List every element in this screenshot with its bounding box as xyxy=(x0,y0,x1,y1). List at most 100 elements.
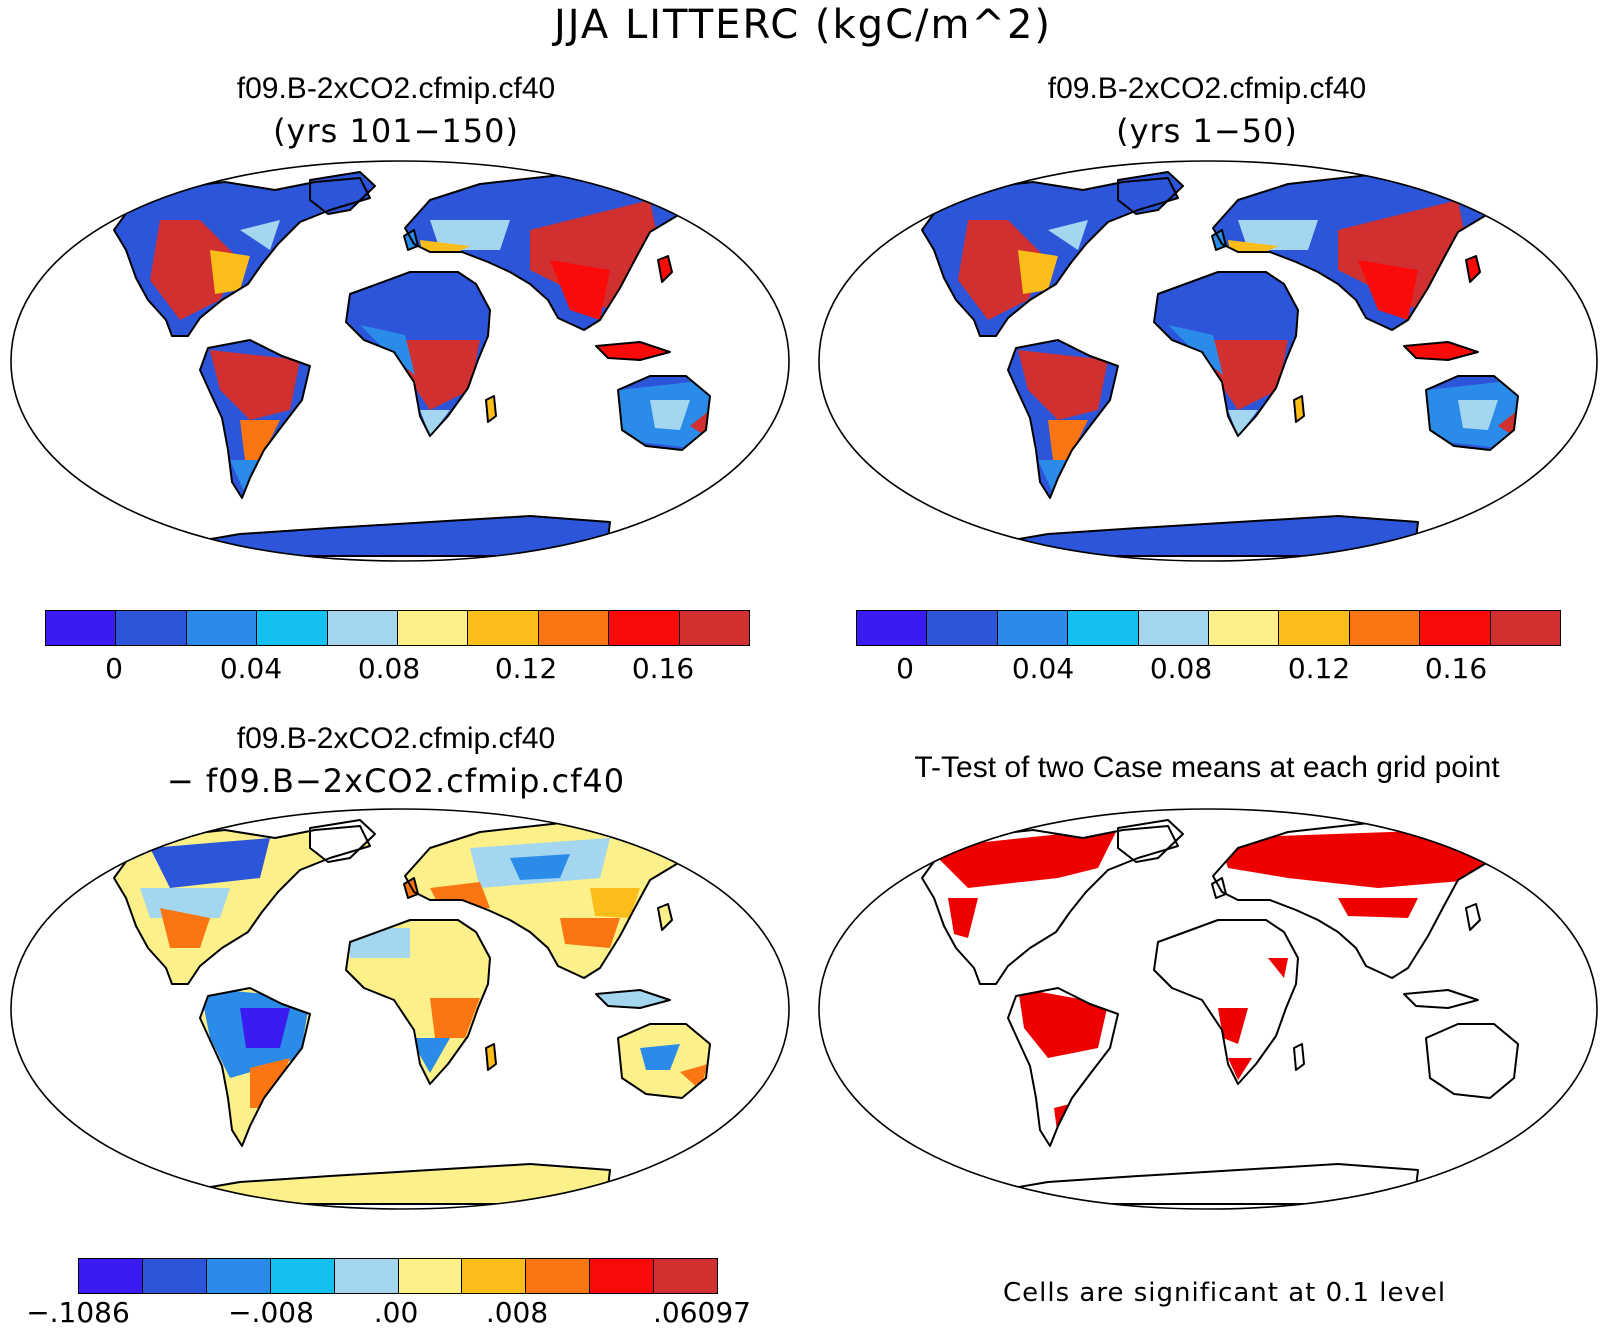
field-patch xyxy=(560,918,620,948)
field-patch xyxy=(550,260,610,320)
coastline-greenland xyxy=(309,819,376,863)
colorbar-tick-label: 0.04 xyxy=(1011,652,1075,685)
colorbar-tick-label: 0.12 xyxy=(494,652,558,685)
coastline-south-america xyxy=(199,339,311,499)
coastline-madagascar xyxy=(1293,395,1305,423)
colorbar-swatch xyxy=(79,1259,143,1293)
coastline-greenland xyxy=(1117,171,1184,215)
field-patch xyxy=(400,340,480,410)
field-patch xyxy=(240,220,280,250)
colorbar-top-left xyxy=(45,610,750,646)
panel-title-top-left: f09.B-2xCO2.cfmip.cf40 xyxy=(236,72,556,105)
coastline-africa xyxy=(1153,919,1299,1085)
colorbar-swatch xyxy=(997,611,1069,645)
field-patch xyxy=(1208,340,1288,410)
colorbar-tick-label: 0.12 xyxy=(1287,652,1351,685)
colorbar-swatch xyxy=(398,611,469,645)
colorbar-tick-label: .00 xyxy=(373,1296,419,1329)
map-top-right xyxy=(818,160,1598,562)
panel-subtitle-top-right: (yrs 1−50) xyxy=(1116,112,1298,150)
field-patch xyxy=(240,420,280,460)
coastline-south-america xyxy=(199,987,311,1147)
colorbar-swatch xyxy=(654,1259,718,1293)
colorbar-tick-label: 0.08 xyxy=(1149,652,1213,685)
field-patch xyxy=(1338,898,1418,918)
field-patch xyxy=(1018,350,1108,420)
coastline-madagascar xyxy=(485,1043,497,1071)
colorbar-swatch xyxy=(116,611,187,645)
colorbar-swatch xyxy=(1209,611,1280,645)
colorbar-swatch xyxy=(327,611,399,645)
panel-title-top-right: f09.B-2xCO2.cfmip.cf40 xyxy=(1047,72,1367,105)
field-patch xyxy=(690,410,710,436)
coastline-uk xyxy=(1211,229,1227,251)
colorbar-tick-label: −.1086 xyxy=(26,1296,130,1329)
field-patch xyxy=(410,1038,450,1073)
colorbar-tick-label: 0.16 xyxy=(1424,652,1488,685)
field-patch xyxy=(1048,420,1088,460)
colorbar-tick-label: .008 xyxy=(485,1296,549,1329)
land-africa xyxy=(1154,920,1298,1084)
colorbar-swatch xyxy=(398,1259,463,1293)
colorbar-swatch xyxy=(609,611,680,645)
colorbar-ticks-bottom-left: −.1086 −.008 .00 .008 .06097 xyxy=(0,1296,800,1330)
coastline-australia xyxy=(1425,375,1519,451)
coastline-japan xyxy=(657,255,673,283)
land-antarctica xyxy=(968,1164,1418,1204)
colorbar-ticks-top-left: 0 0.04 0.08 0.12 0.16 xyxy=(0,652,800,692)
colorbar-swatch xyxy=(1420,611,1491,645)
land-australia xyxy=(1426,1024,1518,1098)
field-patch xyxy=(230,1108,260,1146)
field-patch xyxy=(150,220,240,320)
field-patch xyxy=(1154,272,1298,330)
coastline-africa xyxy=(1153,271,1299,437)
colorbar-swatch xyxy=(257,611,328,645)
coastline-south-america xyxy=(1007,339,1119,499)
colorbar-bottom-left xyxy=(78,1258,718,1294)
colorbar-tick-label: −.008 xyxy=(228,1296,314,1329)
coastline-madagascar xyxy=(485,395,497,423)
field-patch xyxy=(958,220,1048,320)
coastline-indonesia xyxy=(1403,341,1479,361)
field-patch xyxy=(210,350,300,420)
land-greenland xyxy=(1118,820,1183,862)
panel-subtitle-top-left: (yrs 101−150) xyxy=(273,112,519,150)
coastline-indonesia xyxy=(595,341,671,361)
colorbar-tick-label: 0.04 xyxy=(219,652,283,685)
field-patch xyxy=(160,908,210,948)
colorbar-swatch xyxy=(462,1259,527,1293)
coastline-uk xyxy=(403,877,419,899)
field-patch xyxy=(1358,260,1418,320)
colorbar-tick-label: 0 xyxy=(105,652,123,685)
colorbar-swatch xyxy=(679,611,750,645)
field-patch xyxy=(1458,400,1498,430)
coastline-japan xyxy=(1465,255,1481,283)
map-border xyxy=(10,160,790,562)
colorbar-swatch xyxy=(1068,611,1139,645)
coastline-madagascar xyxy=(1293,1043,1305,1071)
field-patch xyxy=(150,838,270,888)
field-patch xyxy=(640,1044,680,1070)
colorbar-swatch xyxy=(270,1259,335,1293)
colorbar-ticks-top-right: 0 0.04 0.08 0.12 0.16 xyxy=(811,652,1606,692)
coastline-indonesia xyxy=(595,989,671,1009)
field-patch xyxy=(1466,256,1480,282)
field-patch xyxy=(1556,1108,1568,1128)
colorbar-tick-label: .06097 xyxy=(653,1296,751,1329)
coastline-uk xyxy=(403,229,419,251)
coastline-japan xyxy=(657,903,673,931)
colorbar-top-right xyxy=(856,610,1561,646)
field-patch xyxy=(1228,1058,1252,1080)
colorbar-swatch xyxy=(206,1259,271,1293)
colorbar-swatch xyxy=(468,611,539,645)
coastline-greenland xyxy=(309,171,376,215)
colorbar-swatch xyxy=(1349,611,1421,645)
coastline-africa xyxy=(345,919,491,1085)
field-patch xyxy=(1038,460,1068,498)
significance-note: Cells are significant at 0.1 level xyxy=(1003,1278,1447,1308)
field-patch xyxy=(430,998,480,1038)
colorbar-swatch xyxy=(538,611,610,645)
field-patch xyxy=(658,256,672,282)
colorbar-swatch xyxy=(334,1259,399,1293)
colorbar-swatch xyxy=(526,1259,591,1293)
